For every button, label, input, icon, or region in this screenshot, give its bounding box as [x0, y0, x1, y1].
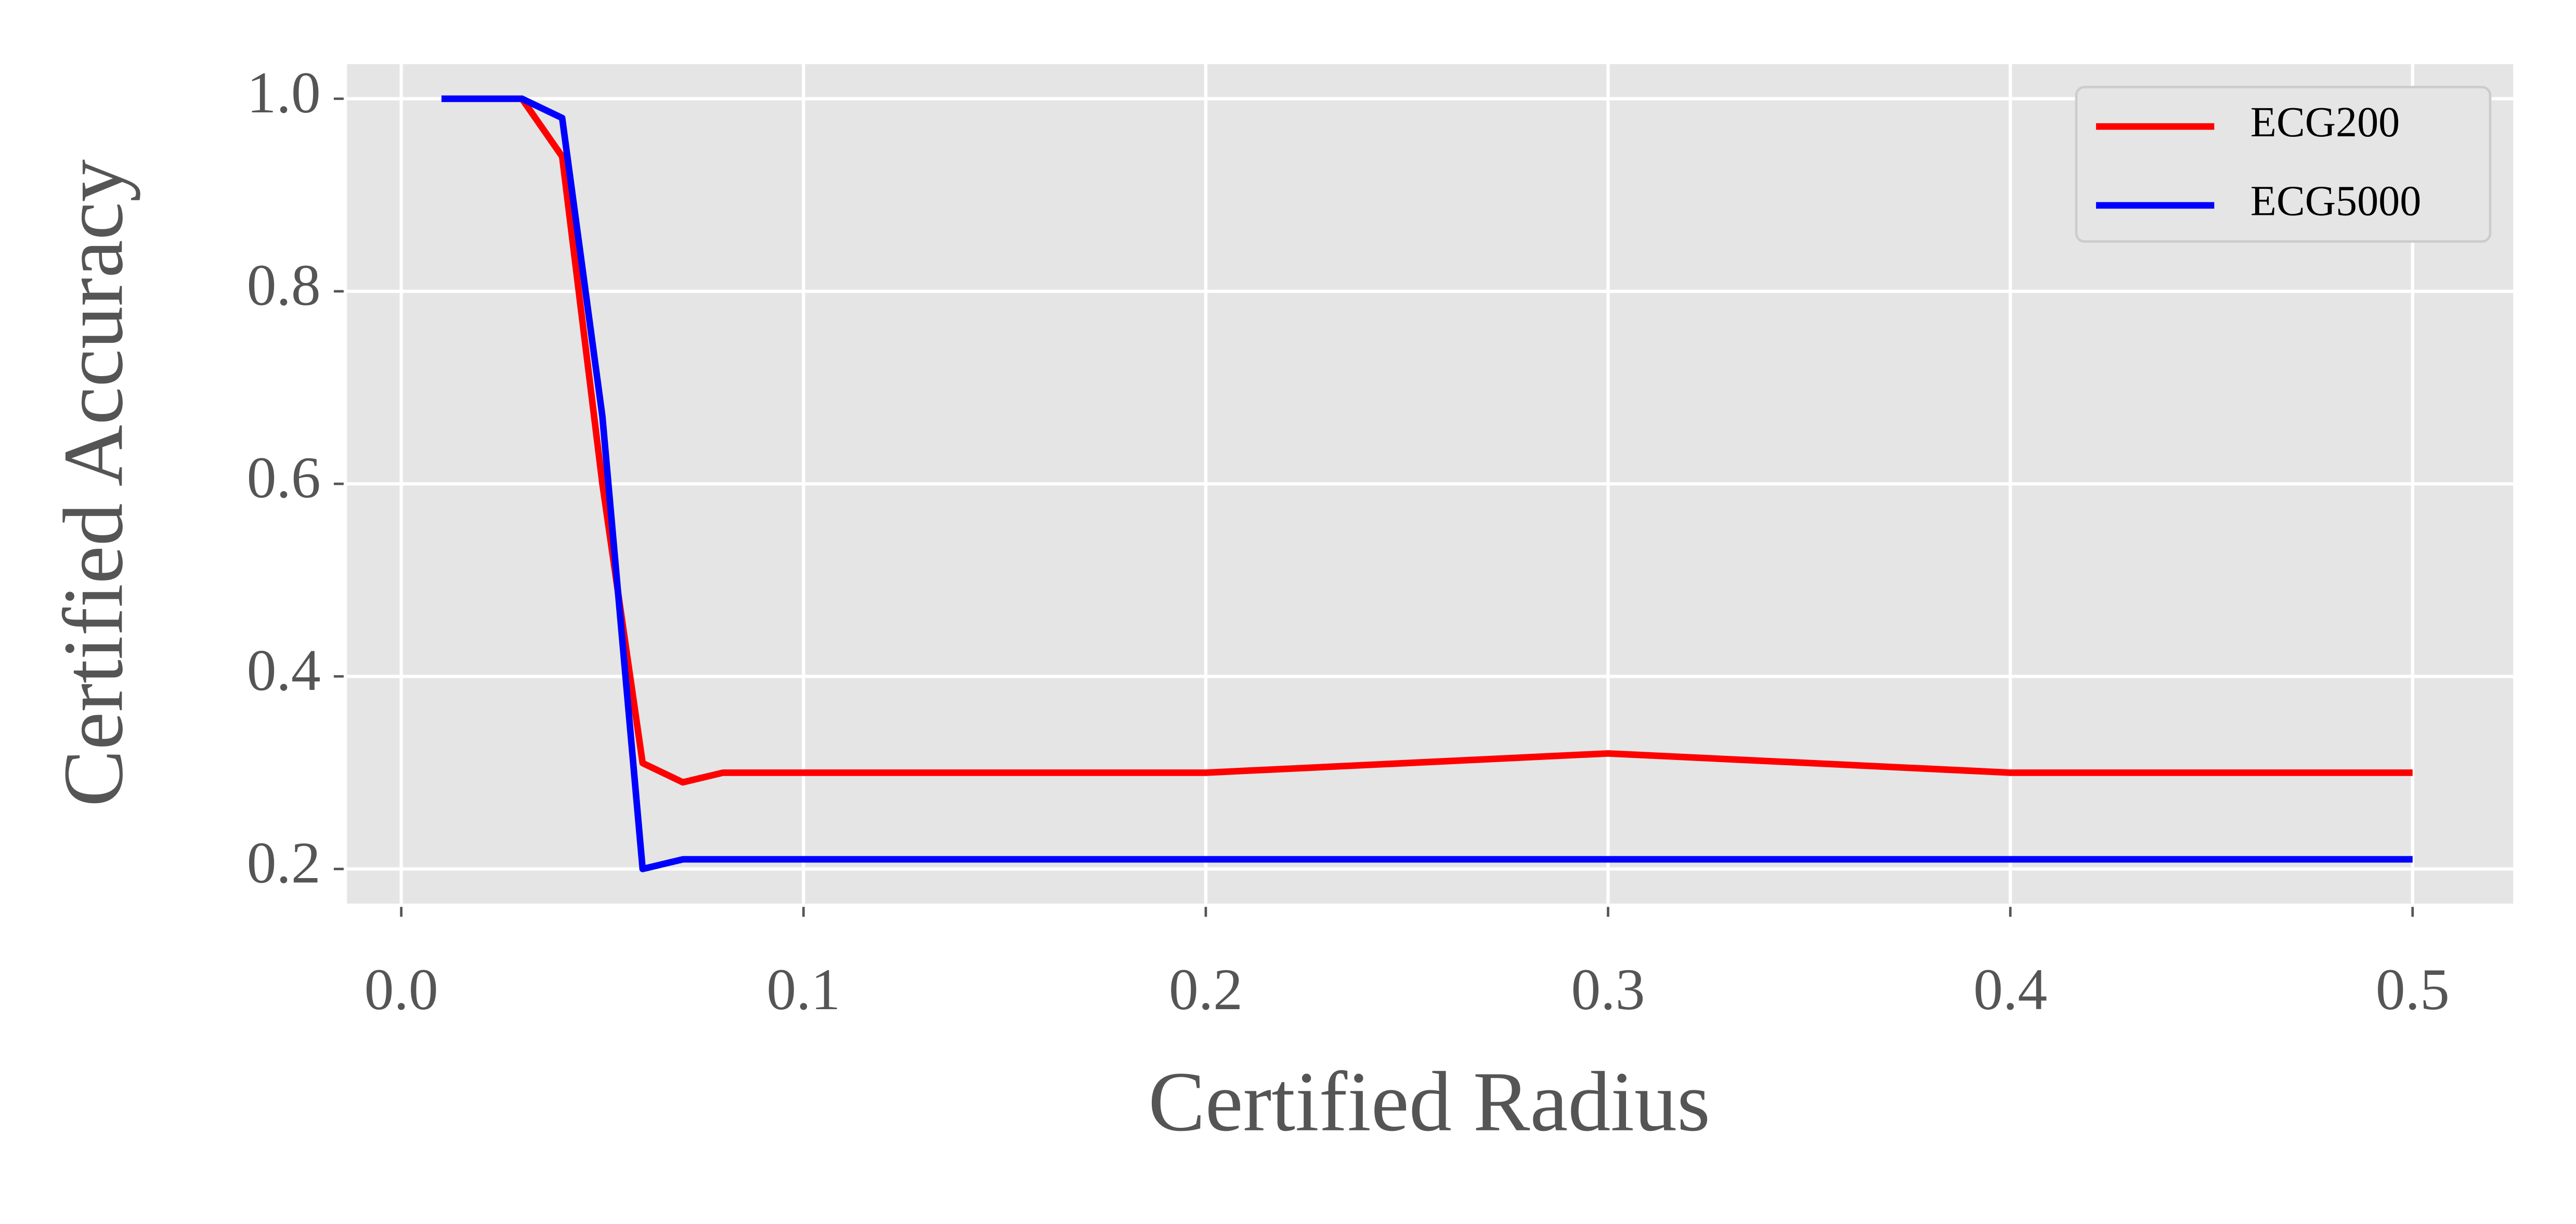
y-tick-label: 1.0	[247, 60, 321, 125]
x-tick-label: 0.2	[1169, 957, 1243, 1022]
y-axis-label: Certified Accuracy	[46, 159, 140, 807]
x-tick-label: 0.0	[365, 957, 438, 1022]
x-tick-label: 0.3	[1571, 957, 1645, 1022]
y-tick-label: 0.4	[247, 637, 321, 703]
series-line	[441, 95, 2413, 872]
x-tick-label: 0.5	[2376, 957, 2450, 1022]
y-tick-label: 0.2	[247, 830, 321, 896]
legend: ECG200 ECG5000	[2075, 86, 2492, 243]
legend-label: ECG200	[2250, 98, 2400, 146]
y-tick-label: 0.6	[247, 445, 321, 510]
x-tick-label: 0.1	[766, 957, 840, 1022]
y-tick-label: 0.8	[247, 252, 321, 318]
legend-label: ECG5000	[2250, 177, 2421, 225]
x-axis-label: Certified Radius	[1148, 1054, 1710, 1149]
x-tick-label: 0.4	[1973, 957, 2047, 1022]
